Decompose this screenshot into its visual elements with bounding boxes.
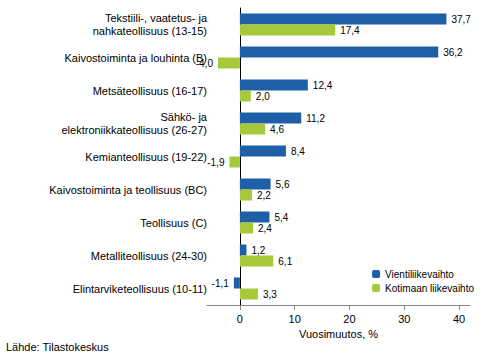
svg-text:2,0: 2,0 <box>256 91 270 102</box>
svg-text:20: 20 <box>343 313 355 325</box>
svg-text:Kemianteollisuus (19-22): Kemianteollisuus (19-22) <box>85 151 207 163</box>
svg-text:17,4: 17,4 <box>340 25 360 36</box>
svg-text:2,4: 2,4 <box>258 223 272 234</box>
svg-text:Metsäteollisuus (16-17): Metsäteollisuus (16-17) <box>93 85 207 97</box>
svg-text:30: 30 <box>398 313 410 325</box>
svg-text:37,7: 37,7 <box>451 14 471 25</box>
svg-text:nahkateollisuus (13-15): nahkateollisuus (13-15) <box>93 25 207 37</box>
svg-text:11,2: 11,2 <box>306 113 325 124</box>
svg-text:3,3: 3,3 <box>263 289 277 300</box>
svg-text:1,2: 1,2 <box>251 245 265 256</box>
svg-text:6,1: 6,1 <box>278 256 292 267</box>
svg-text:Teollisuus (C): Teollisuus (C) <box>140 217 207 229</box>
svg-text:4,6: 4,6 <box>270 124 284 135</box>
svg-text:-4,0: -4,0 <box>196 58 214 69</box>
svg-text:10: 10 <box>289 313 301 325</box>
svg-text:Tekstiili-, vaatetus- ja: Tekstiili-, vaatetus- ja <box>105 12 208 24</box>
svg-text:5,6: 5,6 <box>276 179 290 190</box>
svg-text:Lähde: Tilastokeskus: Lähde: Tilastokeskus <box>6 341 109 353</box>
svg-text:0: 0 <box>237 313 243 325</box>
svg-text:Elintarviketeollisuus (10-11): Elintarviketeollisuus (10-11) <box>73 283 207 295</box>
svg-text:Sähkö- ja: Sähkö- ja <box>161 111 208 123</box>
svg-text:5,4: 5,4 <box>274 212 288 223</box>
svg-text:-1,1: -1,1 <box>212 278 230 289</box>
svg-text:2,2: 2,2 <box>257 190 271 201</box>
svg-text:Metalliteollisuus (24-30): Metalliteollisuus (24-30) <box>91 250 207 262</box>
svg-text:Vuosimuutos, %: Vuosimuutos, % <box>299 328 378 340</box>
svg-text:Kaivostoiminta ja louhinta (B): Kaivostoiminta ja louhinta (B) <box>65 52 207 64</box>
svg-text:elektroniikkateollisuus (26-27: elektroniikkateollisuus (26-27) <box>61 124 207 136</box>
svg-text:Kotimaan liikevaihto: Kotimaan liikevaihto <box>385 283 474 294</box>
svg-text:40: 40 <box>453 313 465 325</box>
svg-text:36,2: 36,2 <box>443 47 463 58</box>
svg-text:8,4: 8,4 <box>291 146 305 157</box>
svg-text:Vientiliikevaihto: Vientiliikevaihto <box>385 269 454 280</box>
svg-text:-1,9: -1,9 <box>207 157 225 168</box>
svg-text:Kaivostoiminta ja teollisuus (: Kaivostoiminta ja teollisuus (BC) <box>49 184 207 196</box>
svg-text:12,4: 12,4 <box>313 80 333 91</box>
